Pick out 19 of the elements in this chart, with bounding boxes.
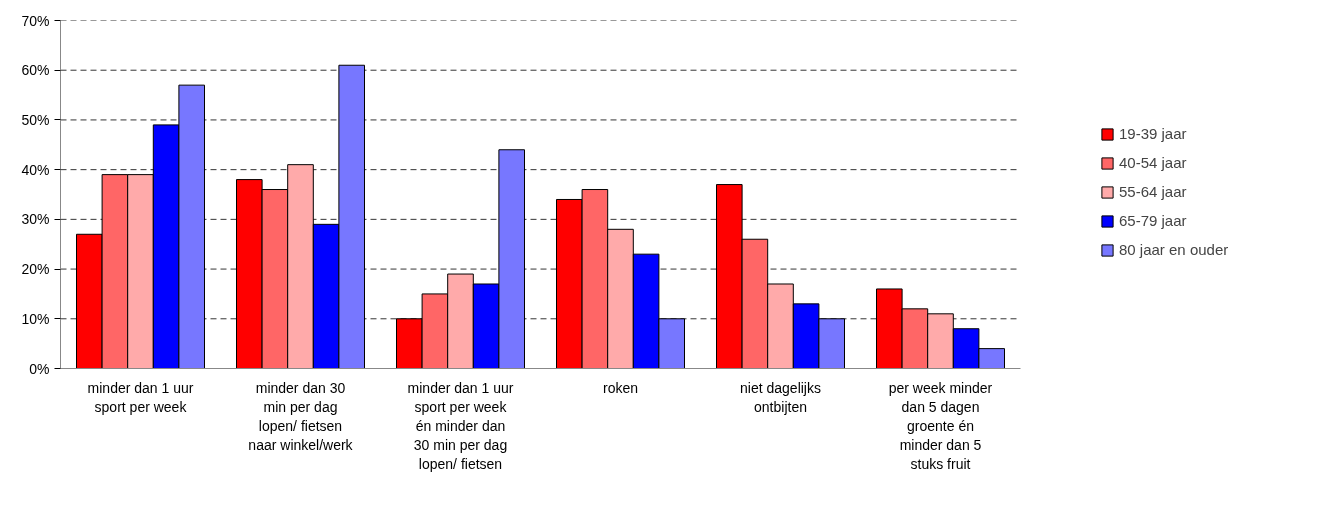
y-tick-label: 0% <box>29 360 50 377</box>
x-tick-label: minder dan 1 uur sport per week <box>87 379 194 415</box>
y-tick-label: 60% <box>21 62 50 79</box>
legend-label: 19-39 jaar <box>1119 125 1187 142</box>
y-tick-label: 70% <box>21 12 50 29</box>
y-tick-label: 20% <box>21 261 50 278</box>
x-tick-label: niet dagelijks ontbijten <box>740 379 821 415</box>
y-tick-label: 30% <box>21 211 50 228</box>
x-tick-label: roken <box>602 379 639 396</box>
x-tick-label: minder dan 30 min per dag lopen/ fietsen naar winkel/werk <box>248 379 354 454</box>
x-tick-label: per week minder dan 5 dagen groente én minder dan 5 stuks fruit <box>888 379 993 473</box>
y-tick-label: 10% <box>21 310 50 327</box>
x-tick-label: minder dan 1 uur sport per week én minder dan 30 min per dag lopen/ fietsen <box>407 379 514 473</box>
legend-label: 55-64 jaar <box>1119 183 1187 200</box>
legend-label: 80 jaar en ouder <box>1119 241 1229 258</box>
legend-label: 65-79 jaar <box>1119 212 1187 229</box>
y-tick-label: 40% <box>21 161 50 178</box>
y-tick-label: 50% <box>21 111 50 128</box>
legend-label: 40-54 jaar <box>1119 154 1187 171</box>
